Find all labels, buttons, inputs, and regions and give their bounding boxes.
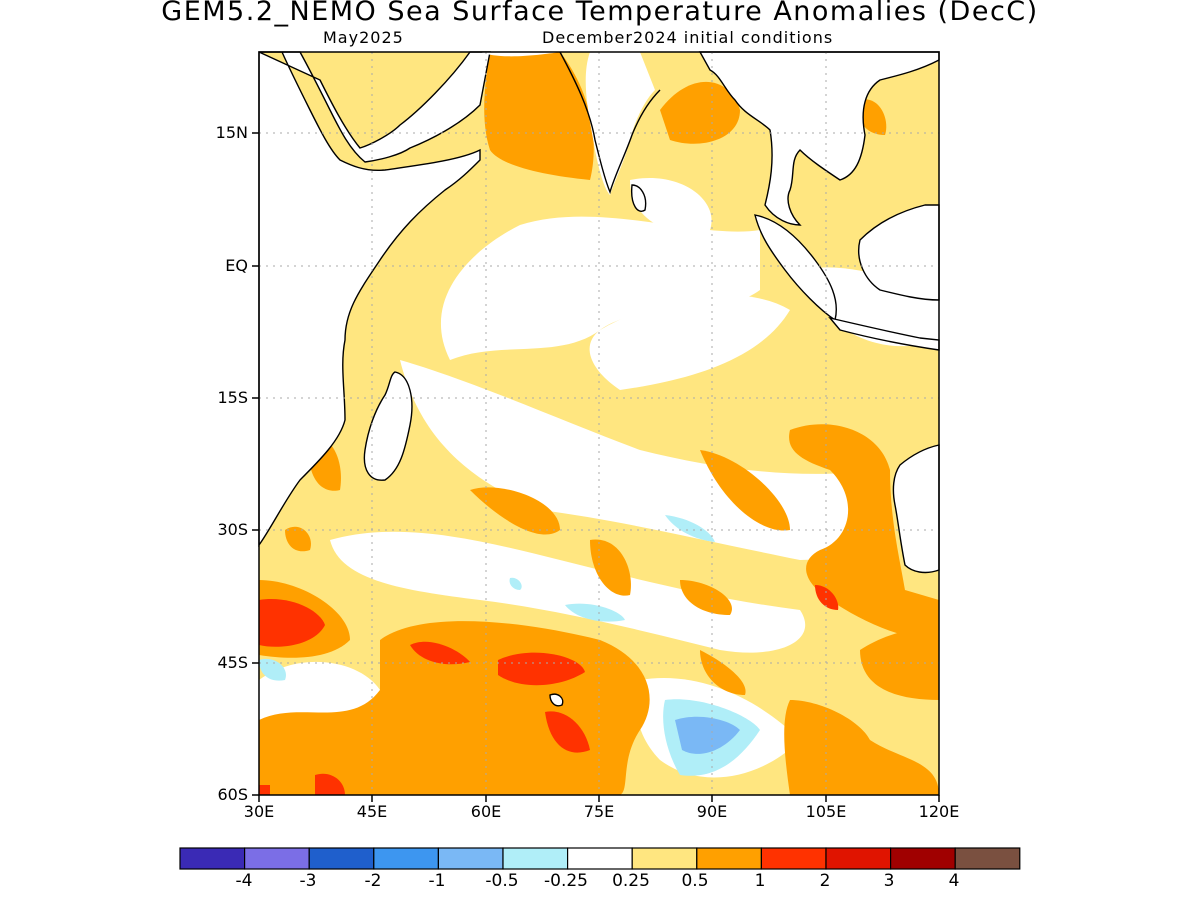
colorbar-label: -0.25 (544, 871, 588, 891)
colorbar-label: 1 (754, 871, 766, 891)
land-masses (258, 51, 940, 707)
australia-landmass (892, 444, 940, 574)
lon-label-120e: 120E (918, 802, 960, 821)
colorbar-label: 4 (948, 871, 960, 891)
colorbar-swatch (760, 847, 827, 870)
lat-label-15n: 15N (215, 123, 248, 142)
lon-label-30e: 30E (243, 802, 275, 821)
tick-marks (252, 132, 940, 802)
lat-label-30s: 30S (217, 520, 248, 539)
indochina-landmass (698, 51, 940, 226)
strong-warm-regions (259, 585, 839, 795)
colorbar-label: 0.5 (681, 871, 709, 891)
lon-label-105e: 105E (805, 802, 847, 821)
forecast-month: May2025 (323, 28, 404, 47)
colorbar-swatch (373, 847, 439, 870)
colorbar-swatch (889, 847, 956, 870)
lat-label-eq: EQ (225, 256, 248, 275)
lon-label-60e: 60E (470, 802, 502, 821)
colorbar-swatch (244, 847, 310, 870)
kerguelen-island (549, 693, 564, 707)
colorbar-swatch (954, 847, 1021, 870)
colorbar-swatch (696, 847, 762, 870)
colorbar (179, 847, 1021, 870)
borneo-island (858, 204, 940, 301)
colorbar-label: -3 (299, 871, 317, 891)
colorbar-label: 0.25 (612, 871, 650, 891)
map-title: GEM5.2_NEMO Sea Surface Temperature Anom… (161, 0, 1039, 27)
india-landmass (480, 52, 655, 195)
lon-label-75e: 75E (583, 802, 615, 821)
lon-label-45e: 45E (356, 802, 388, 821)
lat-label-45s: 45S (217, 653, 248, 672)
colorbar-swatch (566, 847, 633, 870)
colorbar-label: -1 (428, 871, 446, 891)
colorbar-label: -4 (235, 871, 253, 891)
anomaly-field (259, 52, 939, 795)
lat-label-60s: 60S (217, 785, 248, 804)
cool-regions (259, 515, 760, 776)
colorbar-swatch (502, 847, 569, 870)
colorbar-swatch (825, 847, 892, 870)
india-coast (559, 51, 661, 195)
colorbar-swatch (437, 847, 504, 870)
colorbar-swatch (179, 847, 246, 870)
colorbar-label: 3 (883, 871, 895, 891)
africa-landmass (258, 51, 491, 548)
lat-label-15s: 15S (217, 388, 248, 407)
gridlines (259, 52, 939, 795)
sri-lanka-island (630, 184, 647, 212)
colorbar-swatch (631, 847, 698, 870)
initial-conditions: December2024 initial conditions (542, 28, 834, 47)
colorbar-label: -0.5 (485, 871, 519, 891)
madagascar-island (363, 371, 413, 481)
colorbar-label: -2 (364, 871, 382, 891)
colorbar-swatch (308, 847, 375, 870)
colorbar-label: 2 (819, 871, 831, 891)
lon-label-90e: 90E (696, 802, 728, 821)
